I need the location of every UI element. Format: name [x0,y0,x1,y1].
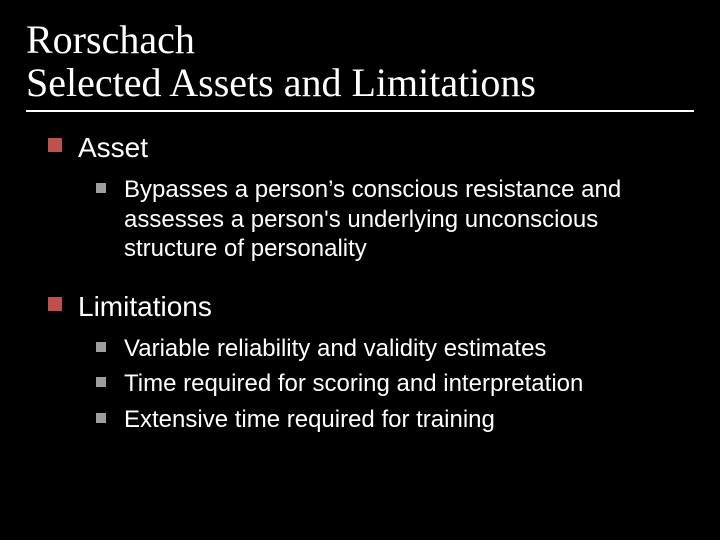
list-item-text: Extensive time required for training [124,405,495,434]
square-bullet-icon [96,377,106,387]
slide: Rorschach Selected Assets and Limitation… [0,0,720,540]
spacer [26,269,694,279]
section-limitations: Limitations [48,289,694,324]
square-bullet-icon [48,297,62,311]
slide-title: Rorschach Selected Assets and Limitation… [26,18,694,104]
square-bullet-icon [96,183,106,193]
list-item: Extensive time required for training [96,405,694,434]
list-item: Time required for scoring and interpreta… [96,369,694,398]
title-line-2: Selected Assets and Limitations [26,60,536,105]
square-bullet-icon [96,342,106,352]
list-item-text: Bypasses a person’s conscious resistance… [124,175,694,263]
square-bullet-icon [48,138,62,152]
section-heading: Limitations [78,289,212,324]
list-item: Variable reliability and validity estima… [96,334,694,363]
square-bullet-icon [96,413,106,423]
list-item: Bypasses a person’s conscious resistance… [96,175,694,263]
title-rule [26,110,694,112]
section-heading: Asset [78,130,148,165]
section-asset: Asset [48,130,694,165]
title-line-1: Rorschach [26,17,195,62]
list-item-text: Time required for scoring and interpreta… [124,369,583,398]
list-item-text: Variable reliability and validity estima… [124,334,546,363]
